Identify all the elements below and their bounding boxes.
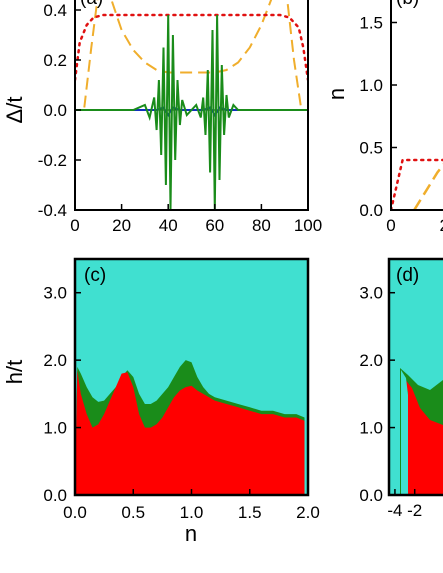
panel-c: 0.0 0.5 1.0 1.5 2.0 0.0 1.0 2.0 3.0 (c) h/t n: [2, 257, 320, 546]
panel-c-xtick-label: 1.5: [238, 503, 262, 522]
panel-c-ytick-label: 2.0: [43, 351, 67, 370]
panel-d: -4 -2 0.0 1.0 2.0 3.0 (d): [359, 257, 443, 520]
panel-b-label: (b): [396, 0, 419, 9]
panel-a-ytick-label: 0.2: [43, 51, 67, 70]
panel-b: 0 20 0.0 0.5 1.0 1.5 (b) n: [324, 0, 443, 235]
panel-c-ytick-label: 3.0: [43, 284, 67, 303]
panel-a-ytick-label: -0.2: [38, 151, 67, 170]
panel-d-xtick-label: -4: [387, 501, 402, 520]
panel-c-red-region: [75, 370, 305, 495]
panel-b-series-1: [413, 163, 443, 210]
panel-a-series-3: [75, 14, 308, 210]
panel-a-xtick-label: 60: [205, 216, 224, 235]
panel-b-series-0: [391, 158, 443, 210]
panel-c-xlabel: n: [185, 521, 197, 546]
panel-a-xtick-label: 100: [294, 216, 322, 235]
panel-a-label: (a): [80, 0, 103, 9]
panel-d-ytick-label: 3.0: [359, 284, 383, 303]
panel-a-xtick-label: 0: [70, 216, 79, 235]
panel-c-ytick-label: 0.0: [43, 486, 67, 505]
panel-a-ytick-label: 0.0: [43, 101, 67, 120]
panel-a-series-1: [75, 13, 308, 82]
panel-b-xtick-label: 20: [440, 216, 443, 235]
panel-b-ytick-label: 0.0: [359, 201, 383, 220]
panel-c-ylabel: h/t: [2, 360, 27, 384]
panel-c-ytick-label: 1.0: [43, 419, 67, 438]
panel-c-label: (c): [84, 265, 106, 286]
panel-d-red-region: [404, 378, 443, 495]
panel-d-frame: [387, 257, 443, 497]
panel-a-series-0: [83, 0, 302, 108]
panel-a-xtick-label: 40: [159, 216, 178, 235]
panel-b-frame: [390, 0, 443, 211]
panel-c-xtick-label: 2.0: [296, 503, 320, 522]
panel-d-label: (d): [396, 265, 419, 286]
panel-d-ytick-label: 2.0: [359, 351, 383, 370]
panel-d-ytick-label: 1.0: [359, 419, 383, 438]
panel-c-xtick-label: 0.0: [63, 503, 87, 522]
panel-d-ytick-label: 0.0: [359, 486, 383, 505]
panel-a-frame: [74, 0, 309, 211]
panel-c-xtick-label: 1.0: [180, 503, 204, 522]
panel-d-xtick-label: -2: [407, 501, 422, 520]
panel-b-ytick-label: 1.0: [359, 76, 383, 95]
panel-b-xtick-label: 0: [386, 216, 395, 235]
panel-b-ylabel: n: [324, 88, 349, 100]
panel-b-ytick-label: 0.5: [359, 139, 383, 158]
panel-a-ytick-label: -0.4: [38, 201, 67, 220]
panel-c-xtick-label: 0.5: [121, 503, 145, 522]
panel-a-xtick-label: 20: [112, 216, 131, 235]
panel-d-gap-region: [401, 370, 408, 495]
panel-b-ytick-label: 1.5: [359, 14, 383, 33]
panel-a-ytick-label: 0.4: [43, 1, 67, 20]
panel-a-xtick-label: 80: [252, 216, 271, 235]
panel-a-ylabel: Δ/t: [2, 97, 27, 124]
